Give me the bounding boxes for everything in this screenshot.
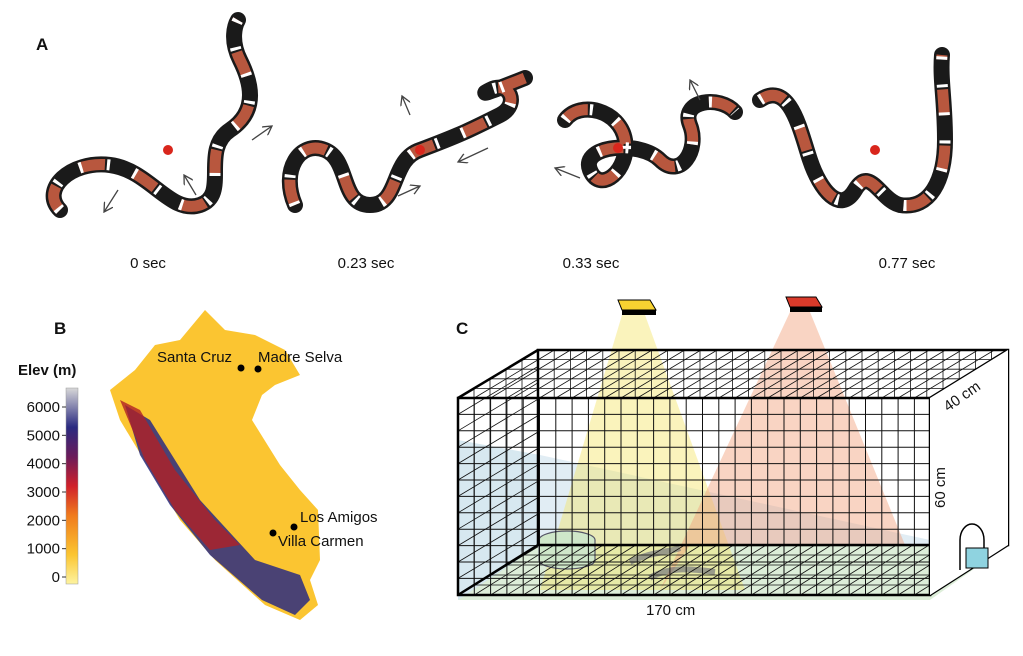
grid-line [897, 349, 979, 399]
enclosure [456, 296, 1010, 600]
grid-line [490, 544, 571, 596]
time-label: 0 sec [130, 255, 166, 272]
grid-line [881, 349, 963, 399]
grid-line [783, 349, 865, 399]
colorbar-title: Elev (m) [18, 362, 76, 379]
grid-line [653, 544, 734, 596]
site-label: Los Amigos [300, 509, 378, 526]
grid-line [685, 349, 767, 399]
grid-line [800, 544, 881, 596]
colorbar [65, 387, 79, 585]
grid-line [522, 349, 604, 399]
colorbar-tick-label: 5000 [27, 427, 60, 444]
grid-line [816, 544, 897, 596]
grid-line [914, 349, 995, 399]
colorbar-tick-label: 4000 [27, 456, 60, 473]
grid-line [571, 349, 653, 399]
grid-line [848, 544, 930, 596]
grid-line [555, 544, 637, 596]
site-label: Madre Selva [258, 349, 343, 366]
grid-line [457, 431, 539, 481]
grid-line [604, 349, 685, 399]
time-label: 0.77 sec [879, 255, 936, 272]
grid-line [734, 349, 816, 399]
grid-line [457, 513, 539, 563]
panel-label: A [36, 35, 48, 54]
grid-line [474, 349, 555, 399]
grid-line [848, 349, 930, 399]
grid-line [457, 464, 539, 514]
map [110, 310, 320, 620]
grid-line [669, 349, 751, 399]
grid-line [702, 544, 783, 596]
grid-line [571, 544, 653, 596]
grid-line [637, 544, 718, 596]
time-label: 0.33 sec [563, 255, 620, 272]
grid-line [669, 544, 751, 596]
grid-line [457, 366, 539, 415]
grid-line [522, 544, 604, 596]
colorbar-tick-label: 3000 [27, 484, 60, 501]
grid-line [457, 448, 539, 497]
grid-line [506, 544, 588, 596]
grid-line [604, 544, 685, 596]
grid-line [620, 349, 702, 399]
grid-line [555, 349, 637, 399]
grid-line [718, 544, 800, 596]
grid-line [816, 349, 897, 399]
colorbar-tick-label: 0 [52, 569, 60, 586]
grid-line [767, 544, 848, 596]
grid-line [751, 349, 832, 399]
grid-line [832, 544, 914, 596]
grid-line [457, 382, 539, 432]
grid-line [474, 544, 555, 596]
grid-line [767, 349, 848, 399]
colorbar-tick-label: 1000 [27, 541, 60, 558]
height-label: 60 cm [932, 467, 949, 508]
grid-line [783, 544, 865, 596]
grid-line [490, 349, 571, 399]
grid-line [832, 349, 914, 399]
grid-line [637, 349, 718, 399]
grid-line [685, 544, 767, 596]
length-label: 170 cm [646, 602, 695, 619]
grid-line [751, 544, 832, 596]
grid-line [620, 544, 702, 596]
grid-line [588, 544, 669, 596]
grid-line [457, 530, 539, 579]
colorbar-tick-label: 6000 [27, 399, 60, 416]
panel-label: B [54, 319, 66, 338]
grid-line [734, 544, 816, 596]
grid-line [539, 544, 620, 596]
site-label: Villa Carmen [278, 533, 364, 550]
site-label: Santa Cruz [157, 349, 232, 366]
time-label: 0.23 sec [338, 255, 395, 272]
grid-line [702, 349, 783, 399]
grid-line [588, 349, 669, 399]
colorbar-tick-label: 2000 [27, 512, 60, 529]
grid-line [653, 349, 734, 399]
grid-line [457, 497, 539, 546]
grid-line [457, 480, 539, 530]
snakes [45, 12, 953, 218]
grid-line [457, 398, 539, 448]
grid-line [539, 349, 620, 399]
grid-line [865, 349, 946, 399]
grid-line [800, 349, 881, 399]
panel-label: C [456, 319, 468, 338]
grid-line [457, 415, 539, 464]
grid-line [506, 349, 588, 399]
grid-line [718, 349, 800, 399]
